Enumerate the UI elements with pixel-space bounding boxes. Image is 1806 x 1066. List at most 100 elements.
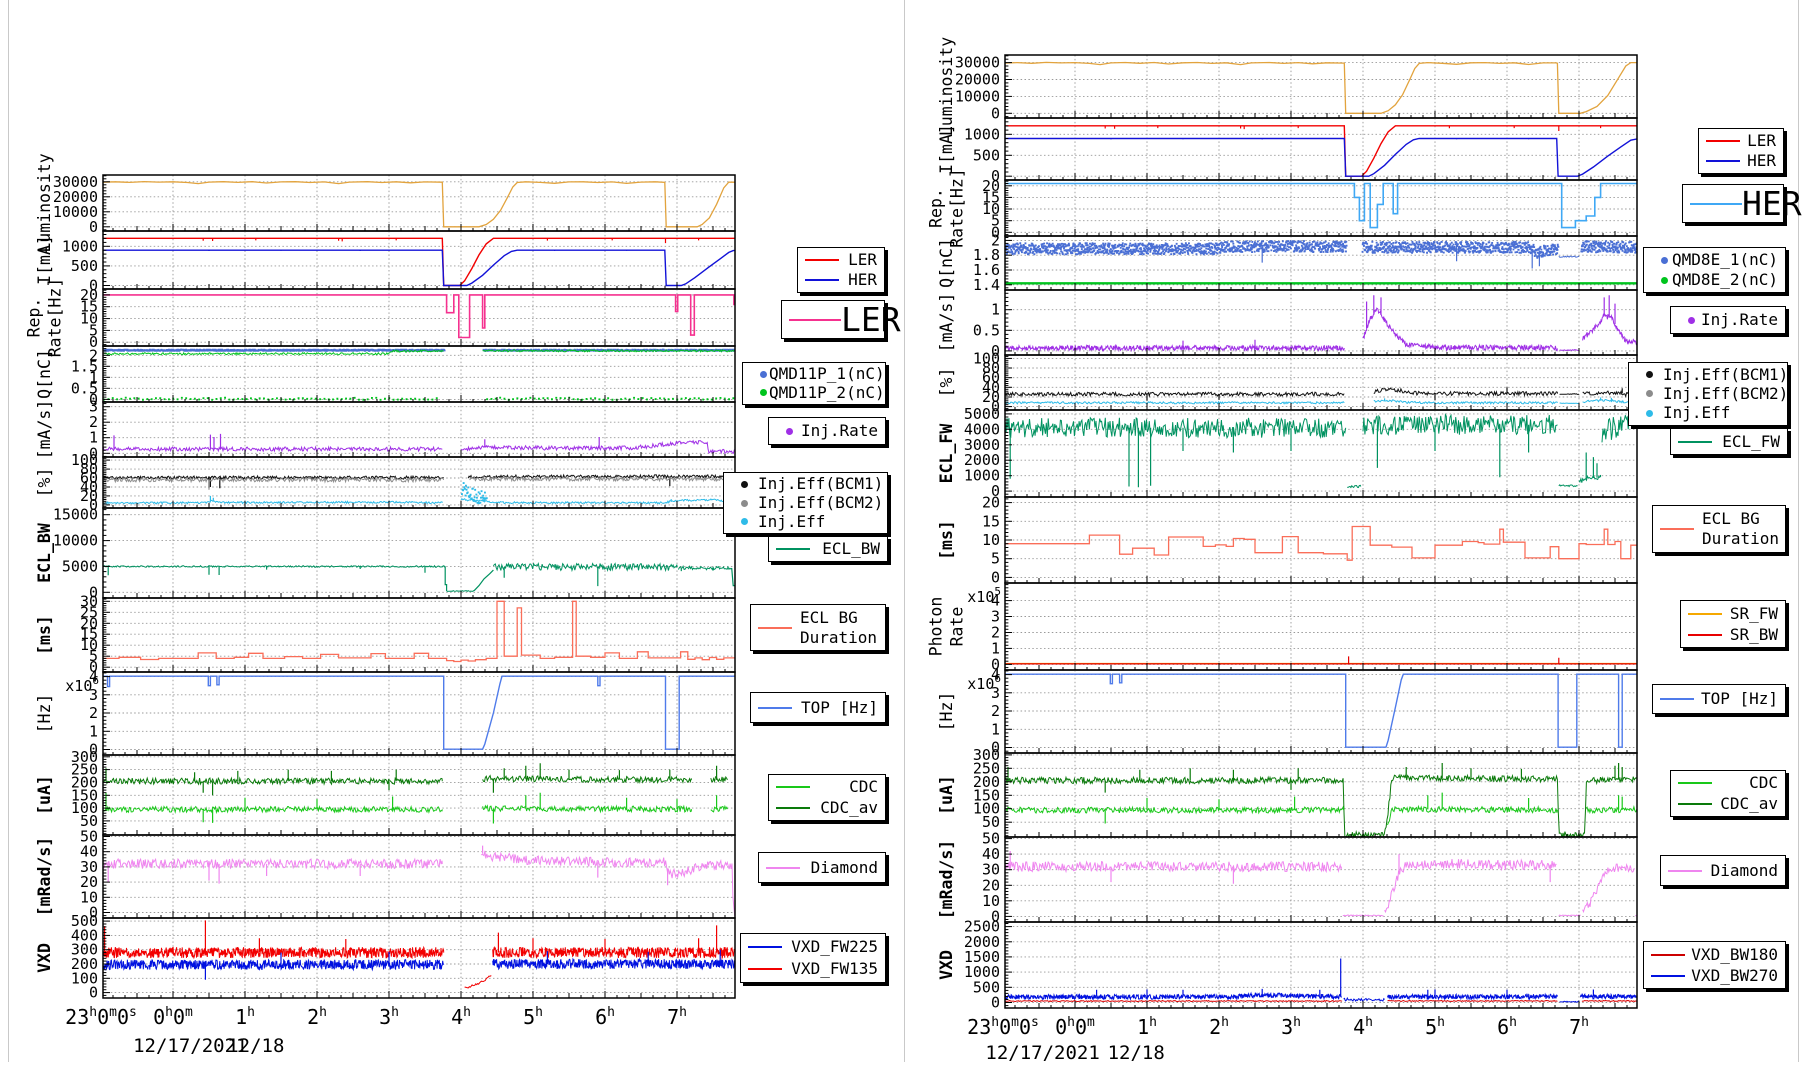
legend-line-swatch-icon	[1678, 782, 1712, 785]
y-tick-label: 1.6	[973, 261, 1000, 279]
y-tick-label: 200	[973, 773, 1000, 791]
legend-line-swatch-icon	[776, 806, 810, 809]
series-inj-eff-bcm1	[1005, 387, 1637, 398]
y-tick-label: 4	[89, 668, 98, 686]
panel-[uA]	[103, 763, 728, 824]
legend-item: HER	[1690, 184, 1802, 223]
series-vxd-fw135-a	[103, 945, 445, 960]
legend-line-swatch-icon	[758, 626, 792, 629]
series-ecl-fw-steps-spikes	[1585, 452, 1598, 479]
panel-I[mA]	[1005, 125, 1637, 177]
panel-[uA]	[1005, 763, 1637, 837]
panel-[%]	[1005, 387, 1637, 405]
series-vxd-bw270	[1005, 991, 1637, 1002]
y-tick-label: 0	[991, 994, 1000, 1012]
legend-line-swatch-icon	[1706, 140, 1740, 142]
y-tick-label: 250	[973, 759, 1000, 777]
y-tick-label: 30000	[955, 54, 1000, 72]
y-tick-label: 1500	[964, 948, 1000, 966]
y-axis-title: [mA/s]	[35, 400, 54, 460]
y-tick-label: 2	[89, 413, 98, 431]
y-tick-label: 2	[991, 702, 1000, 720]
y-tick-label: 1	[89, 368, 98, 386]
series-cdc	[1005, 804, 1637, 826]
series-inj-eff	[1005, 398, 1637, 405]
svg-text:5h: 5h	[1425, 1015, 1445, 1039]
legend-her: HER	[1682, 184, 1802, 223]
series-rep-rate-HER	[1005, 182, 1637, 229]
legend-label: Inj.Eff	[1663, 403, 1731, 423]
svg-text:1h: 1h	[1137, 1015, 1157, 1039]
legend-diamond: Diamond	[758, 852, 886, 883]
legend-line-swatch-icon	[776, 548, 810, 550]
panel-[%]	[103, 473, 735, 505]
svg-text:7h: 7h	[1569, 1015, 1589, 1039]
y-tick-label: 1	[991, 720, 1000, 738]
series-QMD11P_2	[103, 349, 735, 356]
legend-qmd11p-1-nc-: QMD11P_1(nC) QMD11P_2(nC)	[742, 362, 886, 405]
y-tick-label: 0	[89, 277, 98, 295]
y-tick-label: 10	[80, 310, 98, 328]
legend-item: VXD_FW135	[748, 958, 878, 980]
y-tick-label: 20	[80, 873, 98, 891]
svg-text:0h0m: 0h0m	[1055, 1015, 1095, 1039]
svg-text:2h: 2h	[1209, 1015, 1229, 1039]
y-tick-label: 0	[89, 741, 98, 759]
y-tick-label: 3	[991, 608, 1000, 626]
series-ecl-fw-a	[1005, 416, 1347, 440]
y-tick-label: 20	[982, 388, 1000, 406]
y-tick-label: 1000	[964, 125, 1000, 143]
y-tick-label: 0	[991, 655, 1000, 673]
panel-[Hz]	[103, 675, 735, 750]
legend-item: TOP [Hz]	[1660, 687, 1778, 711]
y-tick-label: 2	[991, 231, 1000, 249]
y-tick-label: 10000	[53, 532, 98, 550]
legend-item: VXD_BW180	[1651, 944, 1778, 965]
legend-label: CDC	[1749, 773, 1778, 793]
legend-dot-marker-icon	[1661, 276, 1668, 284]
legend-diamond: Diamond	[1660, 855, 1786, 886]
legend-line-swatch-icon	[1668, 869, 1702, 872]
legend-label: QMD11P_1(nC)	[769, 364, 885, 384]
y-tick-label: 0	[991, 104, 1000, 122]
y-tick-label: 300	[71, 941, 98, 959]
panel-[mA/s]	[103, 433, 735, 455]
y-tick-label: 1	[991, 639, 1000, 657]
y-tick-label: 3	[991, 684, 1000, 702]
y-tick-label: 0	[89, 583, 98, 601]
series-LER-current-spikes	[1104, 125, 1602, 131]
legend-label: QMD11P_2(nC)	[769, 382, 885, 402]
y-tick-label: 40	[982, 378, 1000, 396]
legend-qmd8e-1-nc-: QMD8E_1(nC) QMD8E_2(nC)	[1643, 247, 1786, 293]
y-tick-label: 5	[89, 647, 98, 665]
panel-Luminosity	[1005, 61, 1637, 114]
series-ecl-bw-noisy-spikes	[503, 567, 599, 587]
series-Luminosity	[103, 180, 735, 228]
legend-dot-marker-icon	[741, 480, 748, 488]
series-cdc-spikes	[105, 792, 718, 824]
series-inj-eff-thin	[1559, 402, 1580, 405]
y-tick-label: 300	[973, 746, 1000, 764]
series-ecl-fw-steps	[1578, 474, 1602, 484]
panel-ECL_BW	[103, 561, 735, 593]
legend-ler: LER HER	[1698, 128, 1784, 174]
y-tick-label: 0	[89, 444, 98, 462]
y-tick-label: 0	[89, 390, 98, 408]
y-tick-label: 0	[991, 907, 1000, 925]
y-tick-label: 500	[71, 912, 98, 930]
y-axis-title: [mRad/s]	[937, 840, 956, 919]
y-tick-label: 10	[982, 892, 1000, 910]
y-tick-label: 0	[89, 333, 98, 351]
y-tick-label: 5	[991, 550, 1000, 568]
legend-label: Inj.Eff	[758, 511, 826, 531]
y-tick-label: 0	[991, 398, 1000, 416]
y-tick-label: 50	[80, 828, 98, 846]
legend-vxd-bw180: VXD_BW180 VXD_BW270	[1643, 941, 1786, 989]
y-axis-title: Rate[Hz]	[948, 168, 967, 247]
panel-I[mA]	[103, 237, 735, 287]
y-tick-label: 250	[71, 761, 98, 779]
legend-ecl-bg-duration: ECL BG Duration	[1652, 505, 1786, 553]
series-ecl-fw-a-spikes	[1009, 427, 1292, 488]
y-tick-label: 150	[973, 786, 1000, 804]
